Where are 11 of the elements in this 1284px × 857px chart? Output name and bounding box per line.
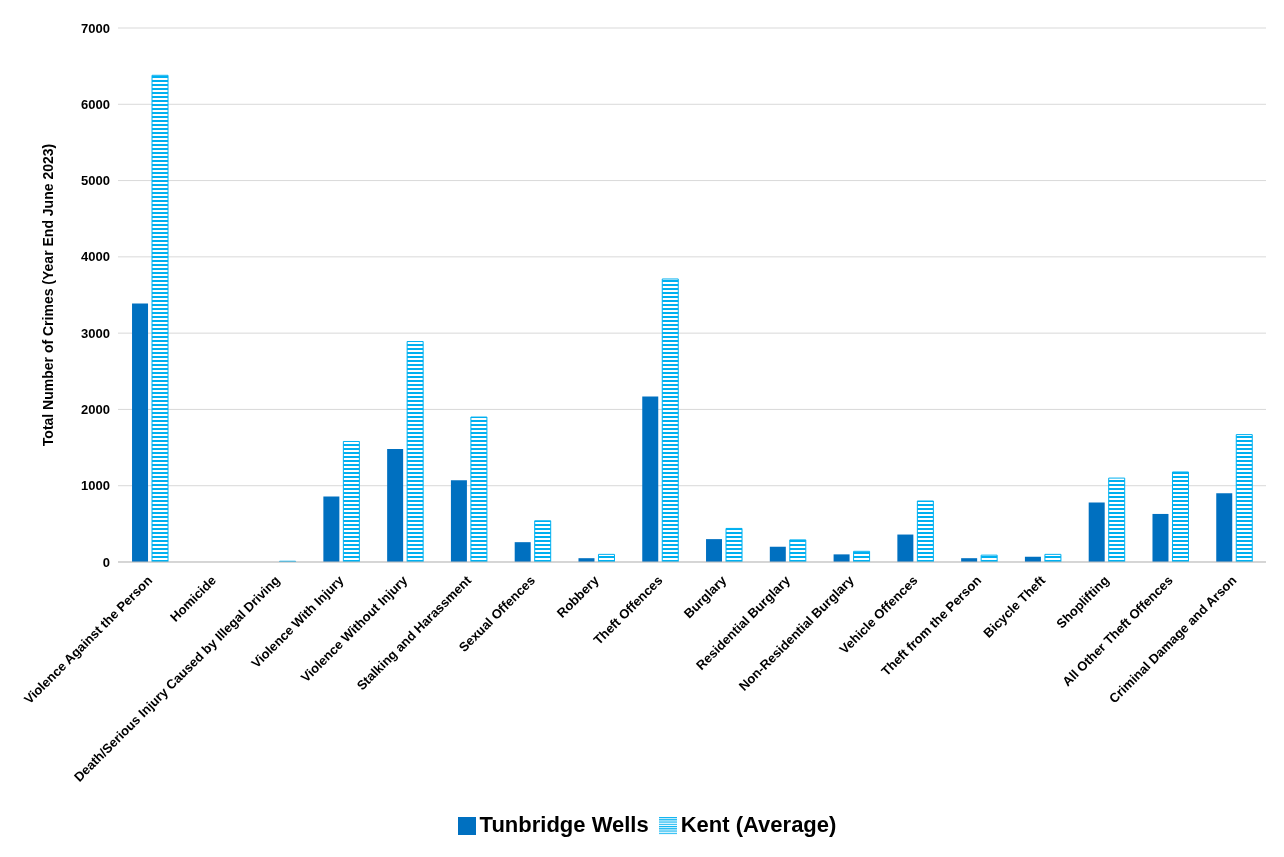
y-tick-label: 6000 <box>81 96 110 112</box>
y-tick-label: 1000 <box>81 478 110 494</box>
y-tick-label: 7000 <box>81 20 110 36</box>
y-tick-label: 4000 <box>81 249 110 265</box>
legend-label: Kent (Average) <box>680 812 837 837</box>
legend-label: Tunbridge Wells <box>479 812 649 837</box>
y-tick-label: 2000 <box>81 402 110 418</box>
y-tick-label: 5000 <box>81 173 110 189</box>
y-axis-title: Total Number of Crimes (Year End June 2023) <box>39 143 56 447</box>
y-tick-label: 0 <box>102 554 110 570</box>
y-tick-label: 3000 <box>81 325 110 341</box>
